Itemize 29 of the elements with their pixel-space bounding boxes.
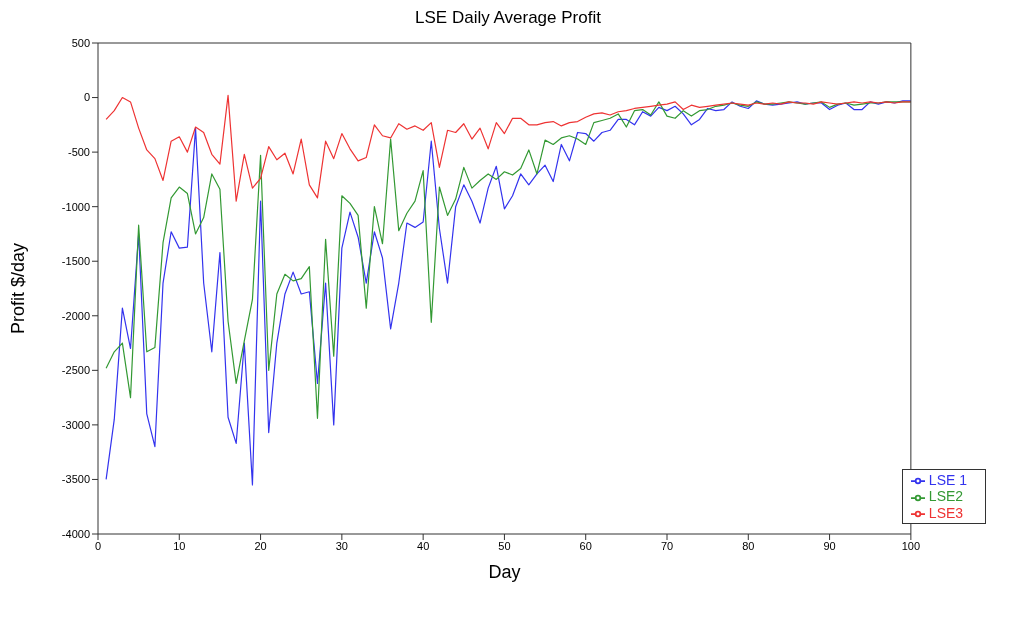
y-axis-title: Profit $/day (8, 242, 29, 335)
line-series (105, 100, 911, 486)
legend-label: LSE3 (928, 504, 964, 521)
y-tick-label: -3500 (61, 473, 90, 486)
y-tick-label: 0 (83, 91, 90, 104)
x-tick-label: 10 (173, 539, 186, 552)
y-tick-label: -1500 (61, 255, 90, 268)
y-tick-label: -2500 (61, 364, 90, 377)
x-tick-label: 50 (498, 539, 511, 552)
x-tick-label: 0 (94, 539, 102, 552)
y-tick-label: -3000 (61, 418, 90, 431)
x-tick-label: 20 (254, 539, 267, 552)
y-tick-label: -1000 (61, 200, 90, 213)
x-tick-label: 70 (660, 539, 674, 552)
y-tick-label: -2000 (61, 309, 90, 322)
legend-label: LSE 1 (928, 472, 967, 489)
chart-title: LSE Daily Average Profit (414, 8, 602, 29)
y-tick-label: -4000 (61, 527, 90, 540)
legend-label: LSE2 (928, 488, 964, 505)
x-tick-label: 60 (579, 539, 592, 552)
x-tick-label: 30 (335, 539, 348, 552)
x-axis-title: Day (488, 562, 521, 582)
x-tick-label: 90 (823, 539, 836, 552)
x-tick-label: 40 (417, 539, 430, 552)
x-tick-label: 100 (901, 539, 921, 552)
x-tick-label: 80 (742, 539, 755, 552)
y-tick-label: -500 (67, 146, 90, 159)
y-tick-label: 500 (71, 36, 90, 49)
line-series (105, 94, 911, 202)
